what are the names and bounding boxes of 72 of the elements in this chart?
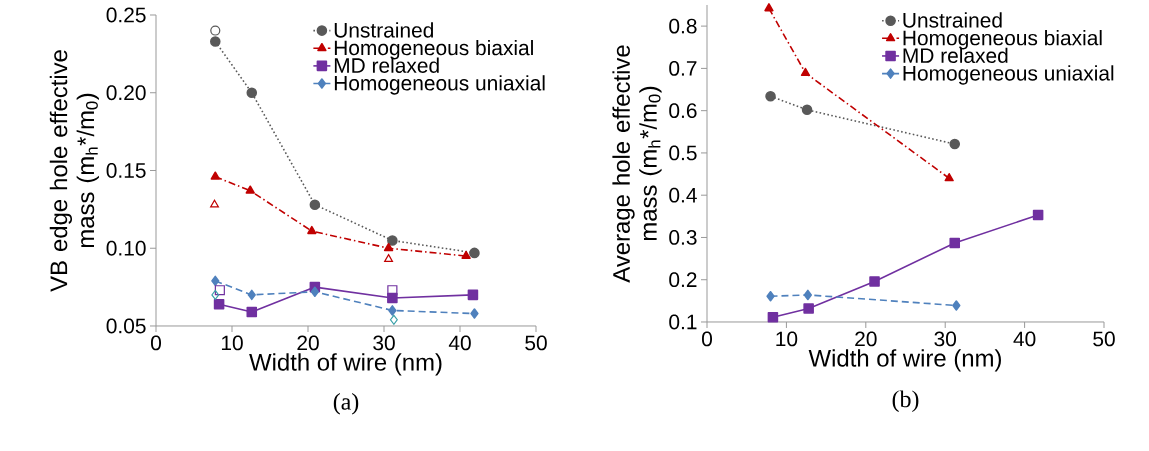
y-tick-label: 0.8 bbox=[669, 18, 697, 34]
point bbox=[949, 237, 961, 249]
point bbox=[246, 87, 258, 99]
x-tick-label: 50 bbox=[525, 335, 547, 351]
point bbox=[309, 199, 321, 210]
y-tick-label: 0.3 bbox=[669, 230, 697, 245]
x-tick-label: 0 bbox=[702, 331, 712, 347]
point bbox=[389, 314, 398, 325]
point bbox=[766, 290, 775, 302]
point bbox=[869, 276, 880, 287]
x-tick-label: 40 bbox=[1013, 331, 1036, 347]
point bbox=[467, 289, 479, 301]
x-tick-label: 20 bbox=[297, 335, 319, 351]
y-tick-label: 0.5 bbox=[669, 145, 697, 161]
point bbox=[384, 254, 394, 262]
x-tick-label: 10 bbox=[221, 335, 243, 351]
point bbox=[210, 25, 221, 36]
y-tick-label: 0.25 bbox=[106, 7, 146, 23]
point bbox=[213, 298, 225, 310]
point bbox=[461, 250, 471, 260]
point bbox=[949, 138, 961, 150]
point bbox=[246, 306, 258, 318]
text: (b) bbox=[892, 390, 919, 413]
x-tick-label: 50 bbox=[1093, 331, 1115, 347]
y-tick-label: 0.4 bbox=[669, 187, 697, 203]
x-tick-label: 30 bbox=[934, 331, 957, 347]
y-tick-label: 0.10 bbox=[106, 240, 146, 256]
point bbox=[210, 171, 220, 180]
point bbox=[210, 36, 221, 47]
point bbox=[469, 247, 480, 259]
x-tick-label: 0 bbox=[151, 335, 162, 351]
x-tick-label: 10 bbox=[776, 331, 798, 347]
point bbox=[245, 185, 255, 194]
point bbox=[387, 285, 398, 296]
text: (a) bbox=[333, 392, 359, 415]
point bbox=[765, 91, 776, 102]
point bbox=[310, 286, 320, 298]
point bbox=[211, 289, 220, 300]
x-axis-title: Width of wire (nm) bbox=[249, 353, 442, 376]
y-tick-label: 0.1 bbox=[669, 314, 697, 330]
point bbox=[470, 308, 479, 319]
point bbox=[1032, 209, 1044, 221]
point bbox=[247, 289, 256, 301]
y-tick-label: 0.15 bbox=[106, 163, 146, 178]
y-tick-label: 0.7 bbox=[669, 60, 697, 76]
y-tick-label: 0.20 bbox=[106, 85, 146, 101]
x-tick-label: 40 bbox=[448, 335, 471, 351]
x-tick-label: 20 bbox=[855, 331, 877, 347]
point bbox=[383, 242, 394, 252]
point bbox=[952, 300, 961, 311]
y-tick-label: 0.6 bbox=[669, 103, 697, 119]
legend-label: Unstrained bbox=[334, 22, 433, 38]
legend-label: Homogeneous uniaxial bbox=[334, 75, 545, 95]
legend-label: Unstrained bbox=[903, 12, 1002, 28]
point bbox=[388, 305, 397, 316]
y-tick-label: 0.05 bbox=[106, 318, 146, 334]
point bbox=[211, 275, 220, 287]
legend-label: Homogeneous uniaxial bbox=[903, 65, 1114, 85]
point bbox=[767, 312, 779, 323]
point bbox=[800, 67, 811, 77]
point bbox=[210, 199, 220, 208]
y-tick-label: 0.2 bbox=[669, 272, 697, 288]
point bbox=[803, 303, 814, 314]
x-tick-label: 30 bbox=[373, 335, 395, 351]
point bbox=[764, 3, 774, 12]
point bbox=[387, 235, 398, 246]
x-axis-title: Width of wire (nm) bbox=[808, 349, 1001, 372]
point bbox=[307, 225, 317, 235]
point bbox=[214, 285, 225, 296]
point bbox=[944, 173, 954, 182]
point bbox=[803, 289, 813, 301]
point bbox=[801, 104, 813, 116]
